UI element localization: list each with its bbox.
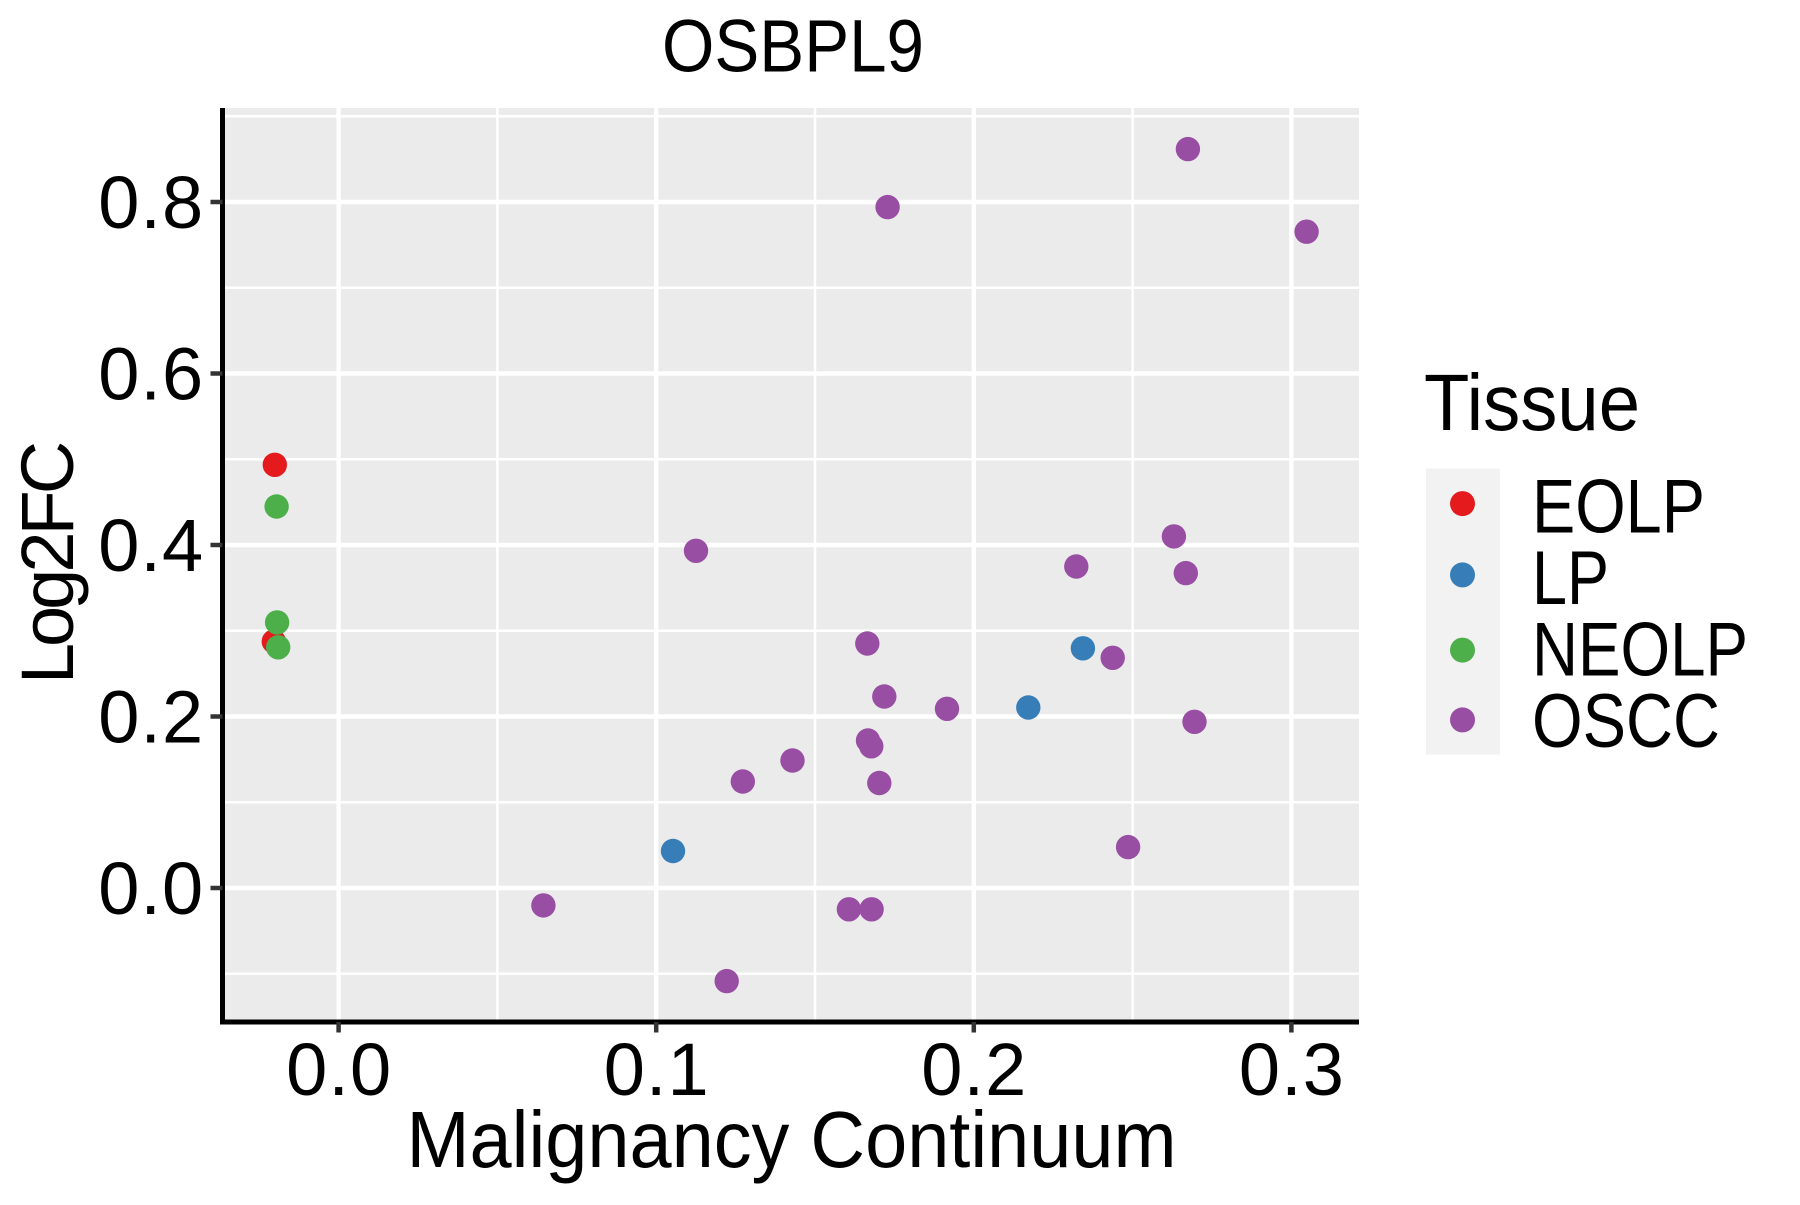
svg-text:Tissue: Tissue bbox=[1424, 358, 1640, 447]
svg-text:Malignancy Continuum: Malignancy Continuum bbox=[407, 1095, 1177, 1184]
svg-text:0.3: 0.3 bbox=[1239, 1028, 1344, 1111]
svg-text:0.4: 0.4 bbox=[98, 504, 203, 587]
svg-text:0.0: 0.0 bbox=[286, 1028, 391, 1111]
svg-text:0.2: 0.2 bbox=[98, 676, 203, 759]
svg-text:OSCC: OSCC bbox=[1532, 679, 1720, 764]
svg-text:0.8: 0.8 bbox=[98, 161, 203, 244]
svg-text:OSBPL9: OSBPL9 bbox=[662, 5, 924, 88]
svg-text:NEOLP: NEOLP bbox=[1532, 607, 1748, 692]
svg-text:Log2FC: Log2FC bbox=[6, 443, 89, 684]
svg-text:EOLP: EOLP bbox=[1532, 464, 1705, 549]
svg-text:0.6: 0.6 bbox=[98, 333, 203, 416]
svg-text:0.2: 0.2 bbox=[921, 1028, 1026, 1111]
svg-text:LP: LP bbox=[1532, 536, 1609, 621]
svg-text:0.1: 0.1 bbox=[604, 1028, 709, 1111]
svg-text:0.0: 0.0 bbox=[98, 847, 203, 930]
